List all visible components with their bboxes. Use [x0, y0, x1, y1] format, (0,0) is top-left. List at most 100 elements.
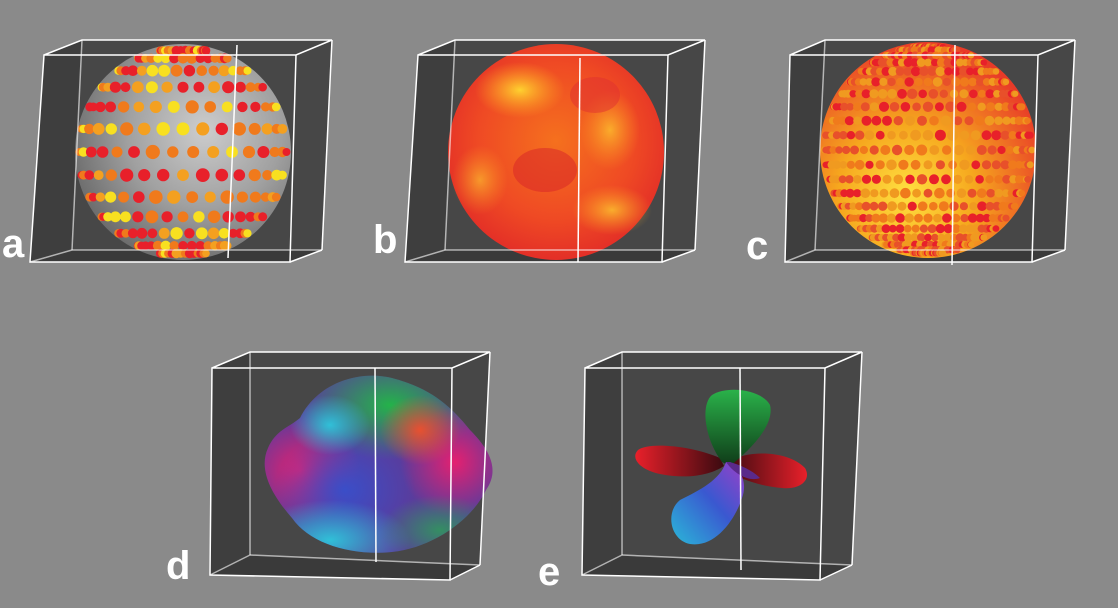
sphere-dot [991, 130, 1002, 141]
sphere-dot [127, 228, 138, 239]
sphere-dot [95, 101, 106, 113]
sphere-dot [1008, 131, 1017, 140]
sphere-dot [853, 175, 862, 184]
sphere-dot [870, 189, 879, 198]
sphere-dot [184, 228, 195, 239]
sphere-dot [1012, 202, 1019, 210]
sphere-dot [845, 188, 855, 198]
sphere-dot [892, 233, 900, 242]
sphere-dot [262, 170, 273, 181]
sphere-dot [1002, 116, 1011, 125]
sphere-dot [1024, 117, 1031, 124]
sphere-dot [137, 122, 151, 136]
sphere-dot [966, 67, 974, 76]
sphere-dot [96, 146, 109, 158]
sphere-dot [146, 64, 159, 77]
sphere-dot [146, 53, 156, 63]
sphere-dot [929, 145, 940, 155]
sphere-dot [914, 77, 923, 87]
sphere-dot [916, 144, 928, 156]
sphere-dot [838, 175, 847, 184]
sphere-dot [228, 228, 238, 238]
bounding-box-d [209, 351, 491, 581]
sphere-dot [917, 233, 926, 242]
sphere-dot [875, 224, 884, 233]
sphere-dot [923, 188, 933, 198]
sphere-dot [919, 224, 929, 233]
sphere-dot [260, 192, 271, 202]
sphere-dot [982, 213, 991, 223]
sphere-dot [881, 66, 891, 76]
sphere-dot [971, 160, 981, 170]
panel-label-b: b [373, 218, 398, 262]
sphere-dot [204, 101, 216, 113]
sphere-dot [888, 224, 897, 233]
sphere-dot [223, 54, 232, 63]
sphere-dot [968, 77, 977, 87]
sphere-dot [207, 227, 220, 240]
sphere-dot [907, 201, 917, 211]
sphere-dot [939, 249, 947, 257]
sphere-dot [832, 160, 841, 169]
sphere-dot [103, 82, 113, 92]
panel-label-a: a [2, 222, 25, 266]
sphere-dot [167, 146, 179, 158]
sphere-dot [938, 201, 949, 212]
sphere-dot [232, 122, 246, 136]
sphere-dot [969, 202, 978, 211]
sphere-dot [945, 101, 956, 113]
sphere-dot [914, 213, 923, 223]
sphere-dot [203, 53, 214, 64]
sphere-dot [994, 188, 1004, 198]
sphere-dot [145, 210, 159, 224]
sphere-dot [994, 116, 1003, 125]
sphere-dot [994, 175, 1003, 184]
sphere-dot [931, 233, 939, 242]
sphere-dot [889, 102, 900, 112]
sphere-dot [1013, 146, 1021, 154]
sphere-dot [912, 188, 921, 198]
panel-label-c: c [746, 224, 769, 268]
sphere-dot [145, 81, 158, 94]
sphere-dot [160, 240, 171, 251]
sphere-dot [935, 224, 945, 234]
sphere-dot [85, 146, 97, 158]
sphere-dot [208, 81, 221, 94]
sphere-dot [118, 191, 130, 203]
sphere-dot [975, 175, 984, 184]
panel-label-e: e [538, 550, 561, 594]
sphere-dot [955, 58, 964, 67]
sphere-dot [1015, 131, 1023, 139]
sphere-dots [75, 45, 291, 259]
sphere-dot [221, 101, 233, 113]
sphere-dot [892, 58, 900, 67]
sphere-dot [922, 101, 934, 113]
sphere-dot [981, 160, 992, 170]
sphere-dot [195, 53, 205, 63]
sphere-dot [959, 159, 970, 170]
sphere-dot [178, 241, 188, 251]
sphere-dot [249, 191, 261, 203]
sphere-dot [846, 103, 854, 111]
sphere-dot [976, 145, 987, 155]
sphere-dot [870, 224, 879, 233]
sphere-dot [131, 81, 144, 94]
sphere-dot [93, 170, 104, 181]
sphere-dot [193, 211, 205, 223]
sphere-dot [916, 58, 926, 67]
sphere-dot [105, 191, 117, 203]
sphere-dot [975, 213, 985, 223]
sphere-dot [195, 168, 210, 183]
sphere-dot [942, 145, 952, 155]
sphere-dot [948, 160, 957, 170]
sphere-dot [855, 89, 863, 98]
sphere-dot [900, 102, 911, 112]
bounding-box-b [404, 39, 706, 263]
sphere-dot [859, 214, 868, 223]
sphere-dot [882, 174, 892, 184]
sphere-dot [959, 202, 969, 211]
sphere-dot [941, 174, 951, 185]
sphere-dot [269, 146, 280, 158]
sphere-dot [910, 66, 921, 77]
bounding-box-a [29, 39, 333, 263]
